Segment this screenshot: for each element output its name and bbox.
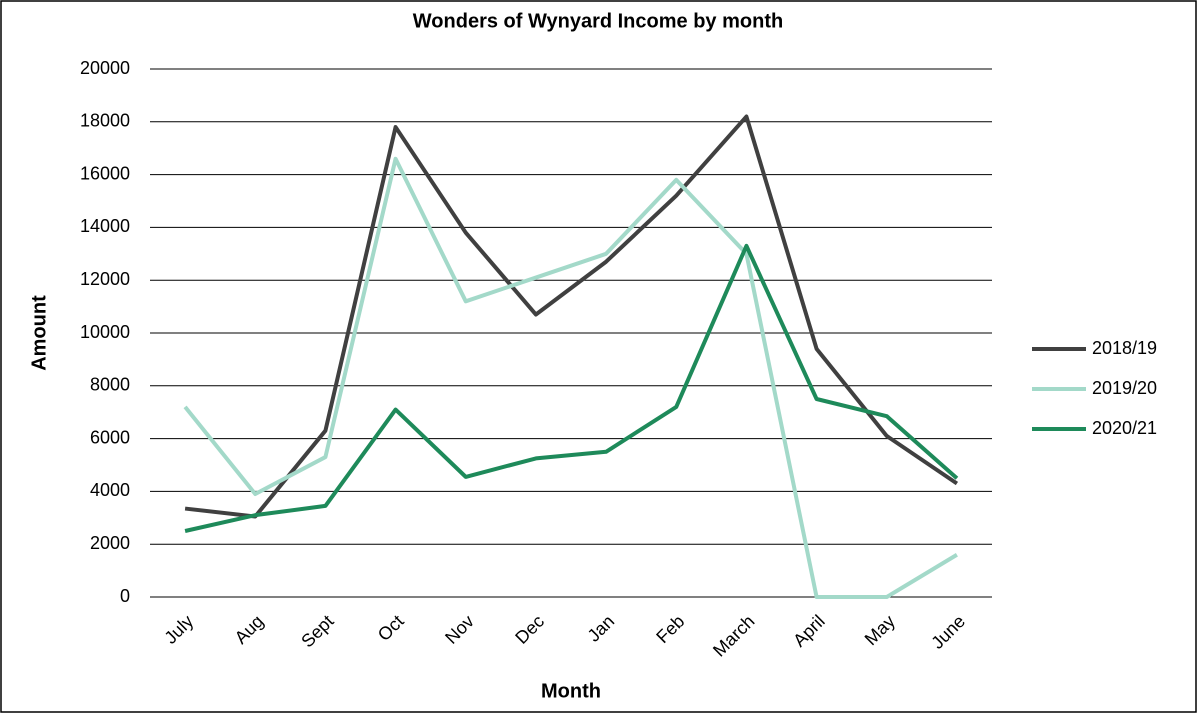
series-line — [183, 156, 958, 599]
y-tick-label: 10000 — [80, 322, 130, 342]
legend-label: 2018/19 — [1092, 338, 1157, 358]
y-tick-label: 6000 — [90, 427, 130, 447]
y-tick-label: 0 — [120, 586, 130, 606]
series-line — [184, 243, 959, 533]
y-tick-label: 12000 — [80, 269, 130, 289]
y-tick-label: 20000 — [80, 58, 130, 78]
y-tick-label: 16000 — [80, 163, 130, 183]
y-tick-label: 8000 — [90, 375, 130, 395]
x-axis-label: Month — [541, 680, 601, 702]
y-tick-label: 4000 — [90, 480, 130, 500]
legend-label: 2020/21 — [1092, 418, 1157, 438]
y-axis-label: Amount — [28, 295, 50, 371]
legend-label: 2019/20 — [1092, 378, 1157, 398]
series-line — [184, 114, 959, 519]
y-tick-label: 14000 — [80, 216, 130, 236]
y-tick-label: 2000 — [90, 533, 130, 553]
chart-title: Wonders of Wynyard Income by month — [413, 10, 783, 32]
y-tick-label: 18000 — [80, 111, 130, 131]
